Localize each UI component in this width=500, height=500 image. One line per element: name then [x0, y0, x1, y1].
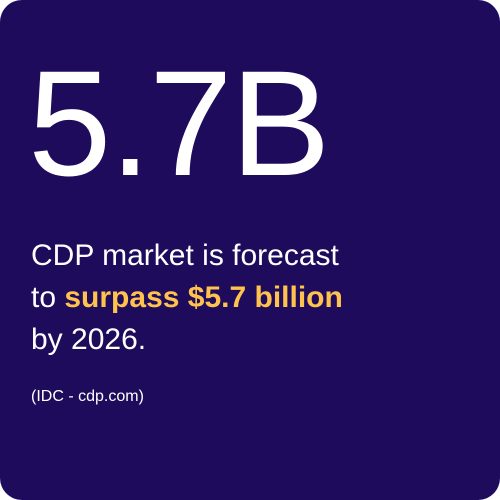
- source-note: (IDC - cdp.com): [31, 388, 144, 405]
- statement-line: CDP market is forecast: [31, 239, 339, 272]
- statement-highlight: surpass $5.7 billion: [64, 281, 343, 314]
- statement-line: by 2026.: [31, 323, 147, 356]
- stat-value: 5.7B: [28, 39, 331, 207]
- statement-line: to surpass $5.7 billion: [31, 280, 343, 316]
- statement-text: to: [31, 281, 57, 314]
